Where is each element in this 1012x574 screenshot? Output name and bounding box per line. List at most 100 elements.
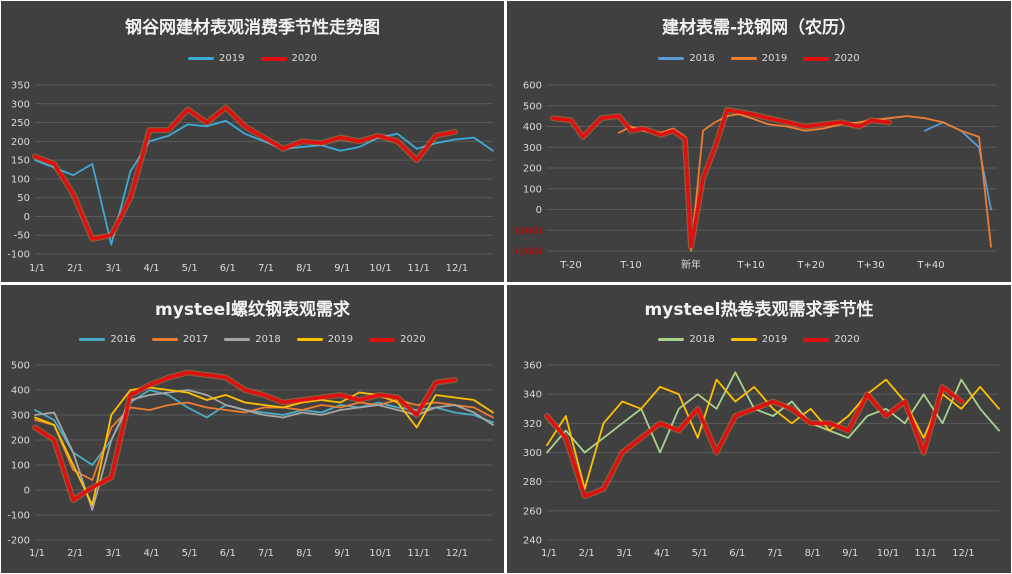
y-tick-label: 360	[523, 361, 542, 372]
chart-plot: (200) (100) 0 100 200 300 400 500 600 T-20 T-10 新年 T…	[515, 81, 997, 271]
legend-label: 2019	[219, 53, 245, 64]
y-tick-label: 200	[11, 436, 30, 447]
x-tick-label: T+20	[796, 260, 824, 271]
x-tick-label: 6/1	[729, 548, 745, 559]
series-line-2017	[34, 399, 494, 481]
legend-item: 2019	[296, 334, 354, 345]
legend-label: 2020	[834, 334, 860, 345]
y-tick-label: 250	[11, 118, 30, 129]
x-tick-label: 10/1	[877, 548, 899, 559]
x-tick-label: T+10	[736, 260, 764, 271]
series-line-2018	[924, 121, 992, 211]
x-tick-label: T+40	[916, 260, 944, 271]
legend-item: 2020	[803, 334, 860, 345]
y-tick-label: 280	[523, 477, 542, 488]
y-tick-label: 0	[536, 205, 542, 216]
legend-label: 2019	[761, 334, 788, 345]
x-tick-label: T-20	[559, 260, 582, 271]
legend-label: 2019	[327, 334, 354, 345]
legend-label: 2016	[110, 334, 136, 345]
legend-item: 2018	[658, 53, 715, 64]
x-tick-label: 3/1	[105, 548, 121, 559]
y-tick-label: 300	[11, 99, 30, 110]
y-tick-label: -200	[7, 536, 30, 547]
legend-item: 2018	[658, 334, 715, 345]
x-tick-label: 6/1	[220, 548, 236, 559]
legend-swatch	[296, 338, 323, 341]
legend-label: 2018	[689, 53, 715, 64]
y-tick-label: (100)	[515, 226, 542, 237]
y-tick-label: (200)	[515, 247, 542, 258]
y-tick-label: 350	[11, 81, 30, 92]
chart-legend: 2016 2017 2018 2019 2020	[1, 334, 504, 345]
legend-item: 2016	[79, 334, 136, 345]
x-tick-label: 5/1	[182, 263, 198, 274]
chart-legend: 2018 2019 2020	[507, 53, 1011, 64]
chart-plot: -200 -100 0 100 200 300 400 500 1/1 2/1 3/1 4/1 5/1 6…	[7, 361, 494, 559]
y-tick-label: 320	[523, 419, 542, 430]
x-tick-label: 2/1	[579, 548, 595, 559]
y-tick-label: 300	[523, 143, 542, 154]
y-tick-label: -100	[7, 250, 30, 261]
chart-panel-3: mysteel螺纹钢表观需求 2016 2017 2018 2019 2020 -200…	[1, 285, 504, 573]
x-tick-label: 7/1	[258, 263, 274, 274]
series-line-2020	[551, 108, 891, 249]
x-tick-label: 1/1	[29, 263, 45, 274]
x-tick-label: 8/1	[296, 263, 312, 274]
y-tick-label: 400	[11, 386, 30, 397]
x-tick-label: 9/1	[334, 263, 350, 274]
legend-swatch	[730, 57, 757, 60]
y-tick-label: 200	[523, 164, 542, 175]
y-tick-label: 300	[11, 411, 30, 422]
legend-item: 2019	[730, 53, 788, 64]
x-tick-label: 2/1	[67, 263, 83, 274]
x-tick-label: 新年	[681, 258, 701, 271]
y-tick-label: 500	[523, 101, 542, 112]
x-tick-label: 8/1	[805, 548, 821, 559]
x-tick-label: 12/1	[446, 548, 468, 559]
x-tick-label: 11/1	[407, 548, 429, 559]
y-tick-label: 0	[24, 212, 30, 223]
x-tick-label: 2/1	[67, 548, 83, 559]
x-tick-label: 6/1	[220, 263, 236, 274]
chart-panel-4: mysteel热卷表观需求季节性 2018 2019 2020 240 260 280 3…	[507, 285, 1011, 573]
legend-item: 2018	[224, 334, 281, 345]
series-line-2020	[33, 105, 457, 241]
y-tick-label: 240	[523, 536, 542, 547]
x-tick-label: 12/1	[952, 548, 974, 559]
legend-swatch	[224, 338, 251, 341]
y-tick-label: 50	[17, 193, 30, 204]
x-tick-label: T-10	[619, 260, 642, 271]
x-tick-label: 11/1	[914, 548, 936, 559]
x-tick-label: 10/1	[369, 263, 391, 274]
x-tick-label: 5/1	[692, 548, 708, 559]
legend-swatch	[260, 56, 287, 61]
legend-item: 2020	[803, 53, 860, 64]
legend-label: 2020	[834, 53, 860, 64]
legend-label: 2020	[291, 53, 317, 64]
legend-swatch	[369, 337, 396, 342]
legend-label: 2020	[400, 334, 426, 345]
chart-title: mysteel热卷表观需求季节性	[644, 300, 874, 320]
legend-swatch	[79, 338, 106, 341]
legend-label: 2019	[761, 53, 788, 64]
x-tick-label: 7/1	[258, 548, 274, 559]
series-line-2020	[33, 370, 457, 502]
legend-item: 2020	[260, 53, 317, 64]
legend-label: 2017	[182, 334, 209, 345]
y-tick-label: 100	[11, 461, 30, 472]
legend-swatch	[151, 338, 178, 341]
x-tick-label: 4/1	[654, 548, 670, 559]
y-tick-label: 100	[523, 184, 542, 195]
y-tick-label: 300	[523, 448, 542, 459]
x-tick-label: 11/1	[407, 263, 429, 274]
y-tick-label: 150	[11, 156, 30, 167]
chart-legend: 2018 2019 2020	[507, 334, 1011, 345]
x-tick-label: 8/1	[296, 548, 312, 559]
x-tick-label: 5/1	[182, 548, 198, 559]
legend-label: 2018	[255, 334, 281, 345]
chart-title: 钢谷网建材表观消费季节性走势图	[125, 18, 380, 38]
chart-legend: 2019 2020	[1, 53, 504, 64]
x-tick-label: 9/1	[334, 548, 350, 559]
x-tick-label: 3/1	[616, 548, 632, 559]
